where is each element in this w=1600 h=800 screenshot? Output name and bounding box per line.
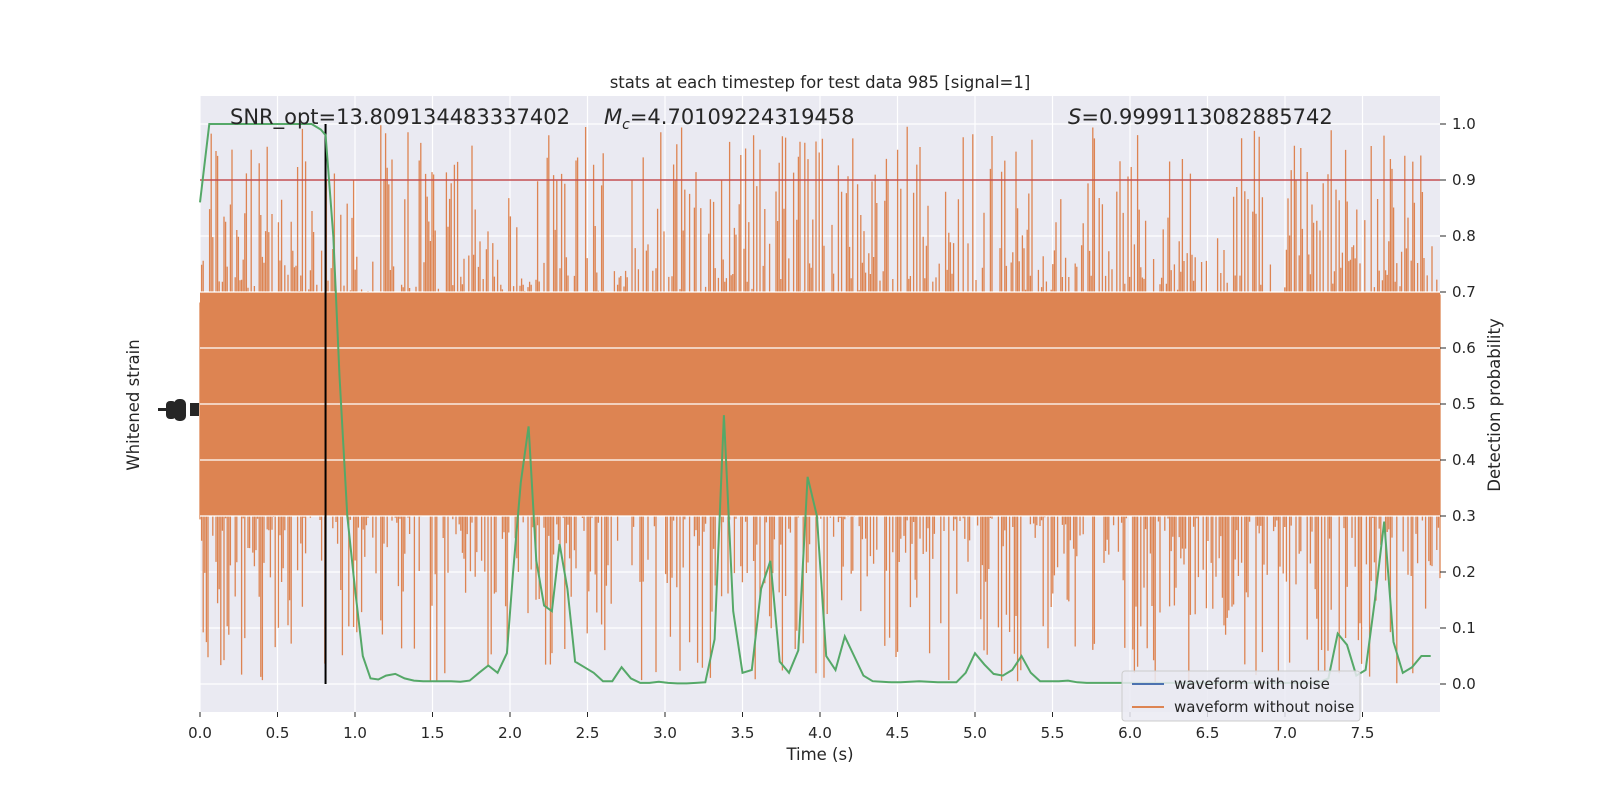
y-tick-label-4: 0.4 [1452, 451, 1476, 469]
y-tick-label-7: 0.7 [1452, 283, 1476, 301]
x-tick-label-14: 7.0 [1273, 724, 1297, 742]
y-tick-label-3: 0.3 [1452, 507, 1476, 525]
chart-title: stats at each timestep for test data 985… [610, 73, 1031, 92]
y-tick-label-0: 0.0 [1452, 675, 1476, 693]
snr-annotation: SNR_opt=13.809134483337402 [230, 105, 570, 130]
x-tick-label-2: 1.0 [343, 724, 367, 742]
x-tick-label-9: 4.5 [886, 724, 910, 742]
strain-trace [199, 125, 1441, 684]
y-tick-label-8: 0.8 [1452, 227, 1476, 245]
x-tick-label-15: 7.5 [1351, 724, 1375, 742]
y-tick-label-9: 0.9 [1452, 171, 1476, 189]
x-tick-label-10: 5.0 [963, 724, 987, 742]
x-tick-label-0: 0.0 [188, 724, 212, 742]
y-tick-label-2: 0.2 [1452, 563, 1476, 581]
legend-label-without-noise: waveform without noise [1174, 698, 1354, 716]
x-tick-label-5: 2.5 [576, 724, 600, 742]
legend: waveform with noise waveform without noi… [1121, 670, 1361, 722]
x-tick-label-1: 0.5 [266, 724, 290, 742]
y-tick-label-1: 0.1 [1452, 619, 1476, 637]
x-tick-label-7: 3.5 [731, 724, 755, 742]
legend-box [1121, 670, 1361, 722]
right-axis-label: Detection probability [1485, 318, 1504, 492]
legend-label-with-noise: waveform with noise [1174, 675, 1330, 693]
score-annotation: S=0.9999113082885742 [1068, 105, 1333, 129]
x-axis-label: Time (s) [785, 745, 853, 764]
left-axis-label: Whitened strain [124, 339, 143, 470]
x-tick-label-6: 3.0 [653, 724, 677, 742]
x-tick-label-12: 6.0 [1118, 724, 1142, 742]
x-tick-label-4: 2.0 [498, 724, 522, 742]
x-tick-label-8: 4.0 [808, 724, 832, 742]
y-tick-label-5: 0.5 [1452, 395, 1476, 413]
strain-series [199, 125, 1441, 684]
x-tick-label-13: 6.5 [1196, 724, 1220, 742]
left-axis-tick-cluster [158, 399, 199, 421]
y-tick-label-6: 0.6 [1452, 339, 1476, 357]
x-tick-label-3: 1.5 [421, 724, 445, 742]
x-axis-ticks: 0.0 0.5 1.0 1.5 2.0 2.5 3.0 3.5 4.0 4.5 5.0 5.5 6.0 6… [188, 712, 1374, 742]
chirp-mass-annotation: Mc=4.70109224319458 [604, 105, 855, 133]
y-tick-label-10: 1.0 [1452, 115, 1476, 133]
right-axis-ticks: 0.0 0.1 0.2 0.3 0.4 0.5 0.6 0.7 0.8 0.9 1.0 [1440, 115, 1476, 693]
x-tick-label-11: 5.5 [1041, 724, 1065, 742]
